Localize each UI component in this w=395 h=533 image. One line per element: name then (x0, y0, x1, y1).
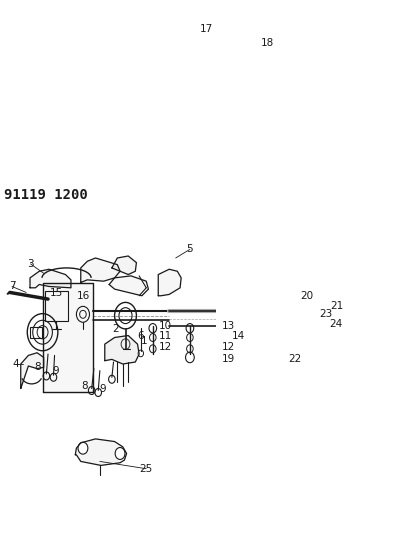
Circle shape (186, 345, 193, 353)
Polygon shape (276, 291, 289, 348)
Polygon shape (30, 269, 71, 288)
Text: 15: 15 (50, 288, 63, 298)
Circle shape (78, 442, 88, 454)
Text: 9: 9 (99, 384, 106, 393)
Polygon shape (81, 258, 120, 282)
Text: 5: 5 (186, 244, 193, 254)
Text: 12: 12 (222, 342, 235, 352)
Polygon shape (75, 439, 127, 465)
Text: 6: 6 (137, 330, 144, 341)
Text: 3: 3 (27, 259, 34, 269)
Text: 22: 22 (288, 354, 301, 365)
Text: 25: 25 (139, 464, 153, 474)
Text: 8: 8 (81, 381, 88, 391)
Circle shape (150, 345, 156, 353)
Text: 19: 19 (222, 354, 235, 365)
Ellipse shape (306, 318, 316, 327)
Text: 18: 18 (261, 38, 274, 47)
Circle shape (150, 334, 156, 342)
Text: 16: 16 (76, 291, 90, 301)
Text: 17: 17 (199, 25, 213, 34)
Text: 21: 21 (331, 301, 344, 311)
Polygon shape (112, 256, 136, 274)
Text: 12: 12 (159, 342, 172, 352)
Polygon shape (105, 335, 139, 364)
Polygon shape (109, 276, 149, 296)
Text: 2: 2 (112, 324, 119, 334)
Text: 23: 23 (320, 309, 333, 319)
Text: 13: 13 (222, 321, 235, 331)
Text: 11: 11 (159, 331, 172, 341)
Text: 8: 8 (34, 362, 40, 373)
Polygon shape (21, 353, 44, 389)
Circle shape (322, 324, 329, 332)
Text: 24: 24 (329, 319, 343, 329)
Circle shape (115, 448, 125, 459)
Circle shape (149, 324, 156, 333)
Bar (45, 291, 68, 321)
Text: 14: 14 (232, 331, 245, 341)
Text: 10: 10 (159, 321, 172, 331)
Circle shape (186, 334, 193, 342)
Text: 4: 4 (12, 359, 19, 369)
Text: 7: 7 (9, 281, 15, 292)
Polygon shape (158, 269, 181, 296)
Circle shape (186, 324, 194, 333)
Text: 20: 20 (300, 291, 313, 301)
Bar (30, 327, 42, 337)
Text: 9: 9 (53, 366, 59, 376)
Polygon shape (43, 282, 93, 392)
Text: 1: 1 (141, 336, 148, 346)
Text: 91119 1200: 91119 1200 (4, 188, 88, 203)
